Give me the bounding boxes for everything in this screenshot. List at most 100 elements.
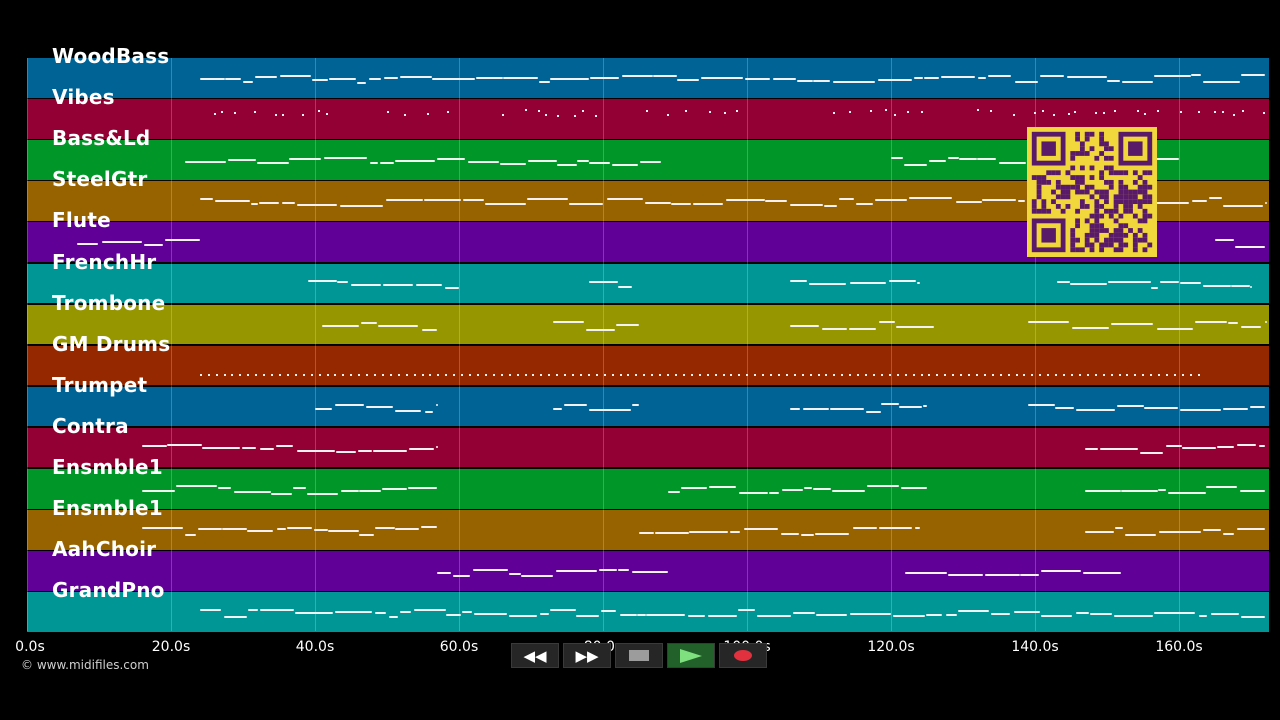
note-bar bbox=[484, 202, 527, 205]
note-dot bbox=[1213, 110, 1216, 113]
note-bar bbox=[1075, 611, 1089, 614]
time-gridline bbox=[315, 58, 316, 631]
note-dot bbox=[1007, 373, 1010, 376]
track-label: Flute bbox=[52, 208, 111, 233]
qr-module bbox=[1099, 204, 1105, 209]
note-bar bbox=[246, 529, 274, 532]
note-bar bbox=[588, 281, 618, 284]
qr-module bbox=[1147, 194, 1153, 200]
qr-module bbox=[1142, 189, 1148, 195]
qr-module bbox=[1132, 242, 1138, 248]
note-bar bbox=[509, 572, 521, 575]
note-dot bbox=[896, 373, 899, 376]
note-bar bbox=[1085, 447, 1098, 450]
note-bar bbox=[809, 282, 847, 285]
note-bar bbox=[142, 489, 176, 492]
qr-module bbox=[1132, 213, 1138, 219]
fast-forward-button[interactable]: ▶▶ bbox=[563, 643, 611, 668]
note-dot bbox=[572, 373, 575, 376]
note-bar bbox=[621, 75, 653, 78]
note-dot bbox=[936, 373, 939, 376]
note-bar bbox=[400, 76, 432, 79]
note-bar bbox=[757, 614, 792, 617]
time-tick-label: 60.0s bbox=[439, 639, 479, 655]
qr-module bbox=[1094, 189, 1100, 195]
play-button[interactable] bbox=[667, 643, 715, 668]
qr-module bbox=[1079, 165, 1085, 171]
stop-button[interactable] bbox=[615, 643, 663, 668]
qr-module bbox=[1060, 208, 1066, 214]
qr-module bbox=[1031, 175, 1037, 180]
time-gridline bbox=[1179, 58, 1180, 631]
note-dot bbox=[545, 114, 548, 117]
note-dot bbox=[413, 373, 416, 376]
note-bar bbox=[1179, 281, 1201, 284]
note-dot bbox=[894, 113, 897, 116]
note-bar bbox=[1148, 157, 1179, 160]
qr-module bbox=[1079, 175, 1085, 180]
note-dot bbox=[912, 373, 915, 376]
qr-module bbox=[1051, 189, 1056, 195]
note-dot bbox=[1094, 373, 1097, 376]
note-bar bbox=[1231, 284, 1250, 287]
note-bar bbox=[337, 281, 348, 284]
qr-module bbox=[1079, 179, 1085, 185]
note-bar bbox=[632, 404, 639, 407]
qr-module bbox=[1094, 208, 1100, 214]
qr-module bbox=[1060, 194, 1066, 200]
qr-module bbox=[1084, 136, 1090, 142]
note-bar bbox=[655, 532, 689, 535]
note-bar bbox=[1017, 200, 1026, 203]
qr-module bbox=[1036, 179, 1042, 185]
note-dot bbox=[350, 373, 353, 376]
note-dot bbox=[502, 114, 505, 117]
note-dot bbox=[421, 373, 424, 376]
note-bar bbox=[1191, 74, 1202, 77]
note-dot bbox=[524, 109, 527, 112]
note-dot bbox=[801, 373, 804, 376]
note-bar bbox=[287, 526, 312, 529]
qr-module bbox=[1094, 218, 1100, 224]
qr-module bbox=[1123, 184, 1129, 190]
note-bar bbox=[228, 159, 257, 162]
rewind-button[interactable]: ◀◀ bbox=[511, 643, 559, 668]
note-bar bbox=[552, 320, 585, 323]
note-bar bbox=[1113, 614, 1153, 617]
note-bar bbox=[899, 405, 923, 408]
note-bar bbox=[296, 203, 337, 206]
note-bar bbox=[796, 79, 813, 82]
note-dot bbox=[1233, 114, 1236, 117]
note-bar bbox=[692, 203, 723, 206]
qr-module bbox=[1099, 170, 1105, 176]
qr-module bbox=[1070, 228, 1076, 233]
note-bar bbox=[1222, 407, 1248, 410]
note-bar bbox=[185, 160, 227, 163]
note-bar bbox=[527, 197, 568, 200]
qr-module bbox=[1132, 232, 1138, 238]
note-dot bbox=[366, 373, 369, 376]
qr-module bbox=[1123, 232, 1129, 238]
note-dot bbox=[461, 373, 464, 376]
note-dot bbox=[635, 373, 638, 376]
track-label: SteelGtr bbox=[52, 167, 148, 192]
track-label: GM Drums bbox=[52, 331, 171, 356]
note-dot bbox=[685, 110, 688, 113]
note-bar bbox=[923, 77, 939, 80]
note-bar bbox=[1014, 80, 1039, 83]
note-bar bbox=[473, 613, 508, 616]
note-dot bbox=[682, 373, 685, 376]
record-button[interactable] bbox=[719, 643, 767, 668]
qr-module bbox=[1099, 175, 1105, 180]
note-dot bbox=[833, 373, 836, 376]
note-bar bbox=[881, 403, 899, 406]
note-bar bbox=[891, 157, 903, 160]
qr-module bbox=[1041, 228, 1056, 243]
note-bar bbox=[1106, 79, 1120, 82]
qr-module bbox=[1147, 199, 1153, 205]
note-bar bbox=[385, 199, 423, 202]
note-dot bbox=[690, 373, 693, 376]
qr-module bbox=[1075, 175, 1080, 180]
qr-module bbox=[1142, 184, 1148, 190]
note-bar bbox=[550, 608, 576, 611]
